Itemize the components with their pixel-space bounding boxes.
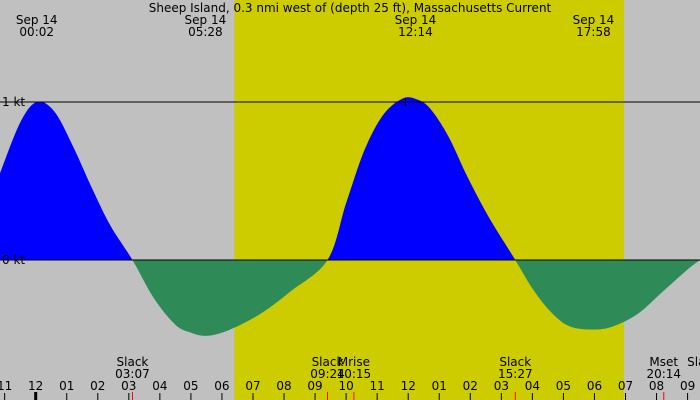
hour-tick-label-22: 09 <box>680 379 695 393</box>
hour-tick-label-5: 04 <box>152 379 167 393</box>
hour-tick-label-10: 09 <box>307 379 322 393</box>
event-name-0: Slack <box>117 355 149 369</box>
hour-tick-label-8: 07 <box>245 379 260 393</box>
hour-tick-label-15: 02 <box>463 379 478 393</box>
y-tick-label-0: 1 kt <box>2 95 25 109</box>
flood-area-0 <box>0 101 133 260</box>
ebb-area-1 <box>132 260 328 336</box>
hour-tick-label-21: 08 <box>649 379 664 393</box>
peak-date-2: Sep 14 <box>395 13 437 27</box>
hour-tick-label-12: 11 <box>370 379 385 393</box>
hour-tick-label-19: 06 <box>587 379 602 393</box>
hour-tick-label-13: 12 <box>401 379 416 393</box>
peak-time-3: 17:58 <box>576 25 611 39</box>
event-time-3: 15:27 <box>498 367 533 381</box>
event-name-4: Mset <box>649 355 678 369</box>
chart-title: Sheep Island, 0.3 nmi west of (depth 25 … <box>149 1 552 15</box>
hour-tick-label-17: 04 <box>525 379 540 393</box>
peak-date-3: Sep 14 <box>573 13 615 27</box>
y-tick-label-1: 0 kt <box>2 253 25 267</box>
event-time-1: 09:24 <box>310 367 345 381</box>
event-name-2: Mrise <box>338 355 370 369</box>
hour-tick-label-7: 06 <box>214 379 229 393</box>
hour-tick-label-3: 02 <box>90 379 105 393</box>
peak-time-1: 05:28 <box>188 25 223 39</box>
peak-time-0: 00:02 <box>19 25 54 39</box>
event-time-0: 03:07 <box>115 367 150 381</box>
hour-tick-label-18: 05 <box>556 379 571 393</box>
event-name-5: Slack <box>687 355 700 369</box>
flood-area-2 <box>327 97 516 261</box>
hour-tick-label-16: 03 <box>494 379 509 393</box>
event-name-3: Slack <box>499 355 531 369</box>
hour-tick-label-11: 10 <box>338 379 353 393</box>
hour-tick-label-9: 08 <box>276 379 291 393</box>
event-time-2: 10:15 <box>337 367 372 381</box>
midnight-tick <box>34 392 38 400</box>
hour-tick-label-4: 03 <box>121 379 136 393</box>
peak-time-2: 12:14 <box>398 25 433 39</box>
hour-tick-label-20: 07 <box>618 379 633 393</box>
hour-tick-label-2: 01 <box>59 379 74 393</box>
peak-date-0: Sep 14 <box>16 13 58 27</box>
ebb-area-3 <box>515 260 700 330</box>
hour-tick-label-1: 12 <box>28 379 43 393</box>
peak-date-1: Sep 14 <box>185 13 227 27</box>
current-areas <box>0 97 700 336</box>
hour-tick-label-0: 11 <box>0 379 12 393</box>
hour-tick-label-6: 05 <box>183 379 198 393</box>
event-name-1: Slack <box>312 355 344 369</box>
reference-lines: 1 kt 0 kt <box>0 95 700 267</box>
event-time-4: 20:14 <box>646 367 681 381</box>
hour-tick-label-14: 01 <box>432 379 447 393</box>
